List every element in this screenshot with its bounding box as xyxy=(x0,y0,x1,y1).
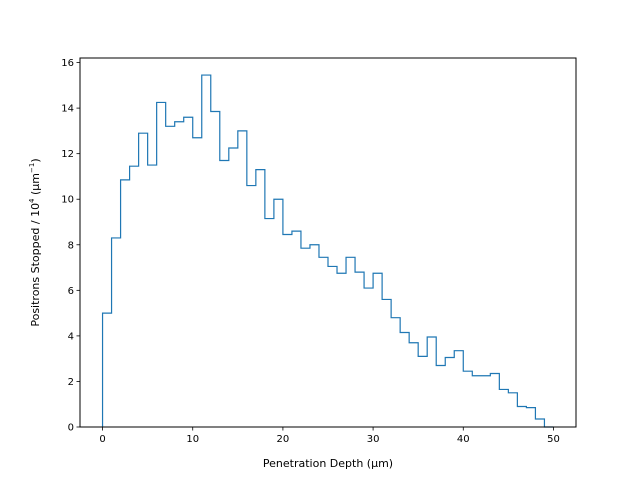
y-tick-label: 14 xyxy=(61,104,74,115)
histogram-series xyxy=(101,74,554,428)
y-tick-label: 16 xyxy=(61,58,74,69)
x-tick-label: 30 xyxy=(367,434,380,445)
y-tick-label: 12 xyxy=(61,149,74,160)
x-axis-label: Penetration Depth (µm) xyxy=(263,457,393,470)
y-tick-label: 2 xyxy=(68,377,74,388)
y-axis-label-exponent: 4 xyxy=(28,198,36,203)
y-axis-label-unit-close: ) xyxy=(29,158,42,162)
y-tick-label: 6 xyxy=(68,286,74,297)
y-tick-label: 4 xyxy=(68,331,74,342)
plot-frame xyxy=(79,57,577,428)
x-tick-label: 20 xyxy=(277,434,290,445)
y-tick-label: 10 xyxy=(61,195,74,206)
y-axis-label-prefix: Positrons Stopped / 10 xyxy=(29,203,42,327)
x-tick-label: 50 xyxy=(547,434,560,445)
y-axis-label-unit-exponent: −1 xyxy=(28,163,36,173)
x-tick-label: 0 xyxy=(99,434,105,445)
y-tick-label: 8 xyxy=(68,240,74,251)
y-tick-label: 0 xyxy=(68,423,74,434)
x-tick-label: 10 xyxy=(186,434,199,445)
x-tick-label: 40 xyxy=(457,434,470,445)
y-axis-label: Positrons Stopped / 104 (µm−1) xyxy=(28,158,42,326)
y-axis-label-unit-open: (µm xyxy=(29,173,42,199)
